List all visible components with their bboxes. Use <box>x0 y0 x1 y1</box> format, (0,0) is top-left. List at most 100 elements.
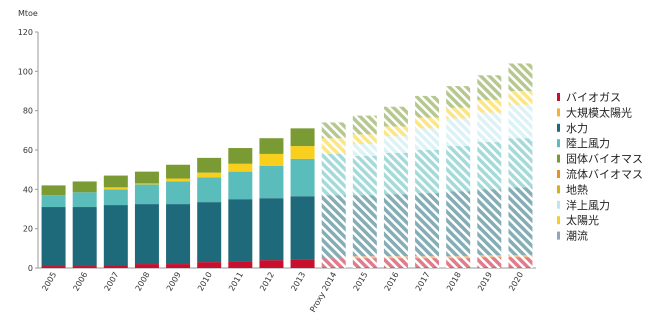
x-tick-label: 2006 <box>71 271 89 293</box>
bar-segment <box>508 257 533 268</box>
bar-segment <box>134 204 159 265</box>
bar-segment <box>197 177 222 203</box>
bar-segment <box>508 255 533 258</box>
bar-segment <box>446 191 471 257</box>
bar-segment <box>415 193 440 257</box>
legend-label: 潮流 <box>566 229 588 243</box>
bar-segment <box>72 207 97 267</box>
bar-segment <box>383 152 408 195</box>
bar-segment <box>290 128 315 147</box>
bar-segment <box>383 126 408 137</box>
bar-segment <box>197 157 222 173</box>
x-tick-label: 2015 <box>352 271 370 293</box>
bar-segment <box>259 260 284 268</box>
legend-swatch <box>557 170 560 178</box>
bar-segment <box>508 104 533 139</box>
legend-label: 固体バイオマス <box>566 152 643 166</box>
legend-label: 水力 <box>566 122 588 135</box>
bar-segment <box>321 195 346 259</box>
bar-segment <box>321 122 346 139</box>
y-tick-label: 40 <box>23 185 33 194</box>
x-tick-label: 2010 <box>196 271 214 293</box>
bar-segment <box>446 107 471 119</box>
bar-segment <box>321 258 346 268</box>
bar-segment <box>103 189 128 206</box>
bar-segment <box>103 205 128 266</box>
y-tick-label: 100 <box>18 67 33 76</box>
bar-segment <box>197 202 222 263</box>
legend-swatch <box>557 231 560 240</box>
bar-segment <box>415 256 440 259</box>
x-tick-label: 2008 <box>134 271 152 293</box>
legend-label: 地熱 <box>566 183 588 196</box>
bar-segment <box>352 144 377 156</box>
bar-segment <box>446 258 471 268</box>
bar-segment <box>383 194 408 257</box>
bar-segment <box>290 196 315 260</box>
bar-segment <box>259 198 284 261</box>
x-tick-label: 2011 <box>227 271 245 293</box>
bar-segment <box>103 265 128 268</box>
bar-segment <box>228 163 253 172</box>
bar-segment <box>415 95 440 118</box>
legend-swatch <box>557 108 560 117</box>
bar-segment <box>477 142 502 190</box>
bar-segment <box>134 184 159 205</box>
bar-segment <box>383 256 408 259</box>
bar-segment <box>166 264 191 268</box>
legend-label: 太陽光 <box>566 213 599 227</box>
bar-segment <box>259 153 284 166</box>
x-tick-label: 2017 <box>414 271 432 293</box>
bar-segment <box>477 189 502 256</box>
bar-segment <box>41 195 66 208</box>
bar-segment <box>508 138 533 188</box>
bar-segment <box>166 164 191 179</box>
x-tick-label: 2016 <box>383 271 401 293</box>
legend-swatch <box>557 200 560 209</box>
bar-segment <box>72 266 97 268</box>
x-tick-label: Proxy 2014 <box>308 271 338 314</box>
bar-segment <box>415 128 440 150</box>
bar-segment <box>103 187 128 190</box>
bar-segment <box>259 165 284 199</box>
x-tick-label: 2013 <box>289 271 307 293</box>
bar-segment <box>41 207 66 267</box>
legend-swatch <box>557 123 560 132</box>
bar-segment <box>352 134 377 145</box>
bar-segment <box>290 259 315 268</box>
bar-segment <box>446 86 471 108</box>
bar-segment <box>259 138 284 154</box>
x-tick-label: 2007 <box>103 271 121 293</box>
bar-segment <box>72 192 97 208</box>
bar-segment <box>166 181 191 205</box>
bar-segment <box>228 148 253 164</box>
legend-label: 陸上風力 <box>566 137 610 150</box>
bar-segment <box>508 91 533 105</box>
bar-segment <box>415 150 440 194</box>
legend-swatch <box>557 216 560 225</box>
bar-segment <box>352 256 377 259</box>
bar-segment <box>290 158 315 197</box>
bar-segment <box>477 112 502 143</box>
bar-segment <box>321 138 346 154</box>
bar-segment <box>166 178 191 182</box>
bar-segment <box>477 257 502 268</box>
bar-segment <box>383 136 408 153</box>
bar-segment <box>134 183 159 185</box>
bar-segment <box>383 258 408 268</box>
bar-segment <box>446 118 471 147</box>
y-tick-label: 120 <box>18 28 33 37</box>
y-unit: Mtoe <box>18 9 38 18</box>
x-tick-label: 2012 <box>258 271 276 293</box>
bar-segment <box>446 256 471 259</box>
legend-swatch <box>557 93 560 101</box>
bar-segment <box>228 261 253 268</box>
bar-segment <box>415 117 440 129</box>
bar-segment <box>41 185 66 196</box>
y-tick-label: 0 <box>28 264 33 273</box>
x-tick-label: 2019 <box>476 271 494 293</box>
legend-swatch <box>557 154 560 163</box>
bar-segment <box>197 172 222 178</box>
x-tick-label: 2018 <box>445 271 463 293</box>
